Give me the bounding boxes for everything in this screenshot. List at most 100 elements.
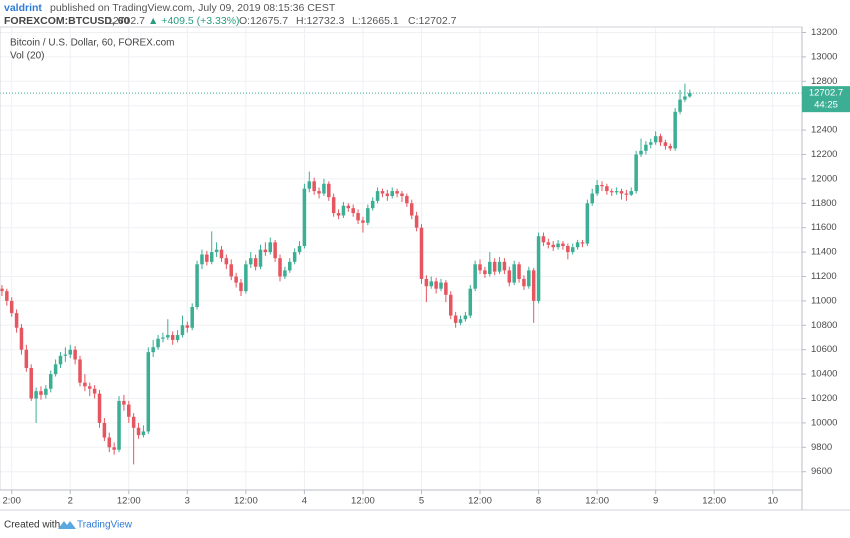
candle-body (141, 431, 146, 436)
candle-body (453, 315, 458, 323)
x-tick-label: 4 (302, 496, 307, 507)
y-tick-label: 10400 (811, 369, 837, 380)
candle-body (405, 195, 409, 204)
y-tick-label: 12400 (811, 125, 837, 136)
indicator: Vol (20) (10, 51, 44, 62)
candle-body (190, 306, 194, 328)
plot (0, 27, 802, 490)
candle-body (492, 261, 497, 272)
candle-body (527, 270, 531, 287)
candle-body (200, 254, 204, 265)
candle-body (58, 355, 63, 365)
last-price: 12702.7 (107, 15, 145, 27)
candle-body (663, 142, 668, 146)
candle-body (19, 327, 24, 350)
candle-body (5, 291, 9, 301)
candle-body (653, 136, 658, 143)
candle-body (312, 181, 316, 192)
candle-body (434, 281, 438, 289)
candle-body (566, 245, 570, 253)
y-tick-label: 11400 (811, 247, 837, 258)
candle-body (258, 249, 263, 267)
candle-body (390, 191, 394, 196)
price-label-box (802, 86, 850, 113)
candle-body (14, 313, 19, 328)
candle-body (502, 261, 507, 271)
candle-body (185, 325, 190, 328)
x-tick-label: 9 (653, 496, 658, 507)
low: L:12665.1 (352, 15, 399, 27)
candle-body (536, 236, 541, 301)
candle-body (473, 264, 477, 289)
x-tick-label: 12:00 (585, 496, 609, 507)
candle-body (634, 154, 638, 192)
candle-body (195, 264, 199, 307)
candle-body (458, 319, 463, 323)
candle-body (522, 278, 526, 287)
published: published on TradingView.com, July 09, 2… (50, 2, 336, 14)
candle-body (336, 213, 341, 216)
y-tick-label: 10000 (811, 417, 837, 428)
candle-body (483, 270, 487, 275)
candle-body (244, 264, 248, 292)
candle-body (170, 335, 175, 340)
candle-body (297, 245, 302, 253)
footer-brand[interactable]: TradingView (77, 520, 133, 531)
candle-body (307, 181, 312, 189)
candle-body (575, 242, 580, 248)
symbol: FOREXCOM:BTCUSD, 60 (4, 15, 130, 27)
y-tick-label: 12800 (811, 76, 837, 87)
candle-body (683, 96, 687, 100)
candle-body (127, 404, 131, 417)
candle-body (117, 400, 121, 450)
candle-body (48, 374, 53, 389)
candle-body (478, 264, 482, 271)
candle-body (678, 99, 682, 112)
candle-body (507, 270, 512, 283)
candle-body (366, 208, 370, 223)
candle-body (302, 188, 307, 246)
x-tick-label: 12:00 (234, 496, 258, 507)
candle-body (639, 150, 643, 155)
candle-body (68, 349, 73, 355)
candle-body (292, 252, 297, 262)
candle-body (273, 242, 277, 259)
candle-body (463, 315, 468, 320)
x-tick-label: 2 (68, 496, 73, 507)
candle-body (609, 191, 614, 193)
logo (58, 521, 76, 529)
candle-body (122, 400, 126, 405)
author[interactable]: valdrint (4, 2, 42, 14)
candle-body (570, 247, 575, 253)
candle-body (166, 335, 170, 338)
candle-body (341, 205, 346, 216)
candle-body (205, 254, 209, 262)
close: C:12702.7 (408, 15, 457, 27)
candle-body (580, 242, 585, 244)
candle-body (551, 244, 555, 248)
candle-body (619, 191, 624, 194)
candle-body (107, 437, 112, 448)
candle-body (180, 325, 185, 336)
candle-body (63, 354, 68, 356)
candle-body (175, 335, 180, 340)
candle-body (370, 200, 375, 209)
candle-body (468, 288, 473, 316)
candle-body (614, 191, 619, 193)
candle-body (322, 183, 326, 194)
candle-body (361, 220, 365, 223)
candle-body (34, 391, 38, 399)
x-tick-label: 5 (419, 496, 424, 507)
candle-body (351, 208, 355, 214)
high: H:12732.3 (296, 15, 345, 27)
candle-body (395, 191, 399, 194)
candle-body (400, 193, 404, 196)
candle-body (327, 183, 331, 198)
y-tick-label: 10200 (811, 393, 837, 404)
candle-body (356, 213, 360, 221)
candle-body (419, 227, 424, 279)
candle-body (131, 416, 136, 428)
